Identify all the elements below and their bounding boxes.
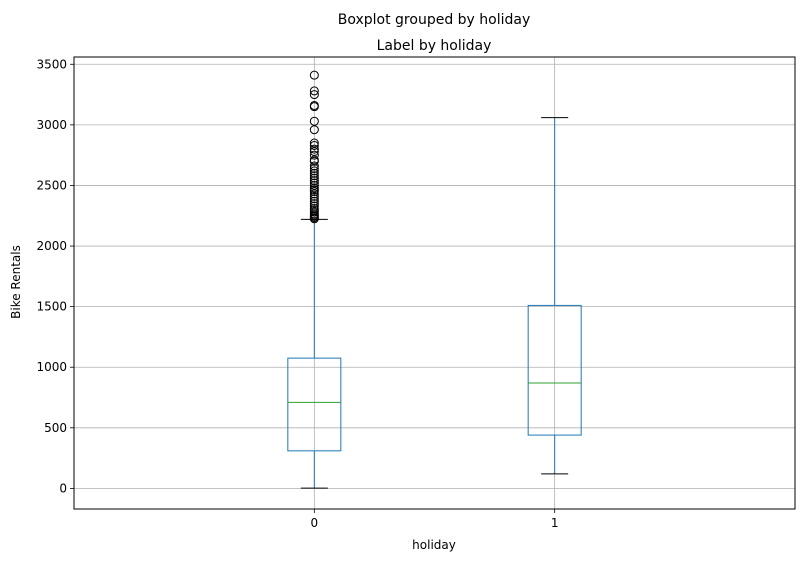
x-axis-label: holiday: [412, 538, 456, 552]
y-axis-label: Bike Rentals: [9, 245, 23, 319]
outlier-point: [309, 70, 319, 80]
outlier-point: [309, 180, 319, 190]
outlier-point: [309, 140, 319, 150]
outlier-point: [309, 176, 319, 186]
outlier-point: [309, 173, 319, 183]
box-layer: [287, 70, 582, 489]
iqr-box: [527, 304, 582, 436]
outlier-point: [309, 178, 319, 188]
y-tick-label: 1500: [36, 300, 67, 314]
y-tick-label: 2500: [36, 178, 67, 192]
chart-title: Label by holiday: [377, 38, 492, 54]
y-tick-label: 0: [59, 481, 67, 495]
outlier-point: [309, 100, 319, 110]
outlier-point: [309, 183, 319, 193]
outlier-point: [309, 86, 319, 96]
y-tick-label: 3500: [36, 57, 67, 71]
outlier-point: [309, 201, 319, 211]
y-tick-label: 3000: [36, 118, 67, 132]
box-group-0: [287, 70, 342, 489]
x-tick-label: 1: [551, 516, 559, 530]
outlier-point: [309, 150, 319, 160]
y-tick-label: 1000: [36, 360, 67, 374]
iqr-box: [287, 357, 342, 452]
y-tick-label: 2000: [36, 239, 67, 253]
y-tick-label: 500: [44, 421, 67, 435]
outlier-point: [309, 203, 319, 213]
outlier-point: [309, 196, 319, 206]
tick-layer: 0 500 1000 1500 2000 2500 3000 3500 0 1: [36, 57, 558, 530]
outlier-point: [309, 199, 319, 209]
outlier-point: [309, 171, 319, 181]
outlier-point: [309, 144, 319, 154]
chart-suptitle: Boxplot grouped by holiday: [338, 12, 531, 28]
plot-area-frame: [73, 56, 796, 510]
grid-lines: [74, 57, 795, 509]
outlier-point: [309, 168, 319, 178]
outlier-point: [309, 116, 319, 126]
outlier-point: [309, 138, 319, 148]
box-group-1: [527, 117, 582, 475]
outlier-point: [309, 161, 319, 171]
outlier-point: [309, 194, 319, 204]
outlier-point: [309, 90, 319, 100]
x-tick-label: 0: [311, 516, 319, 530]
outlier-point: [309, 166, 319, 176]
